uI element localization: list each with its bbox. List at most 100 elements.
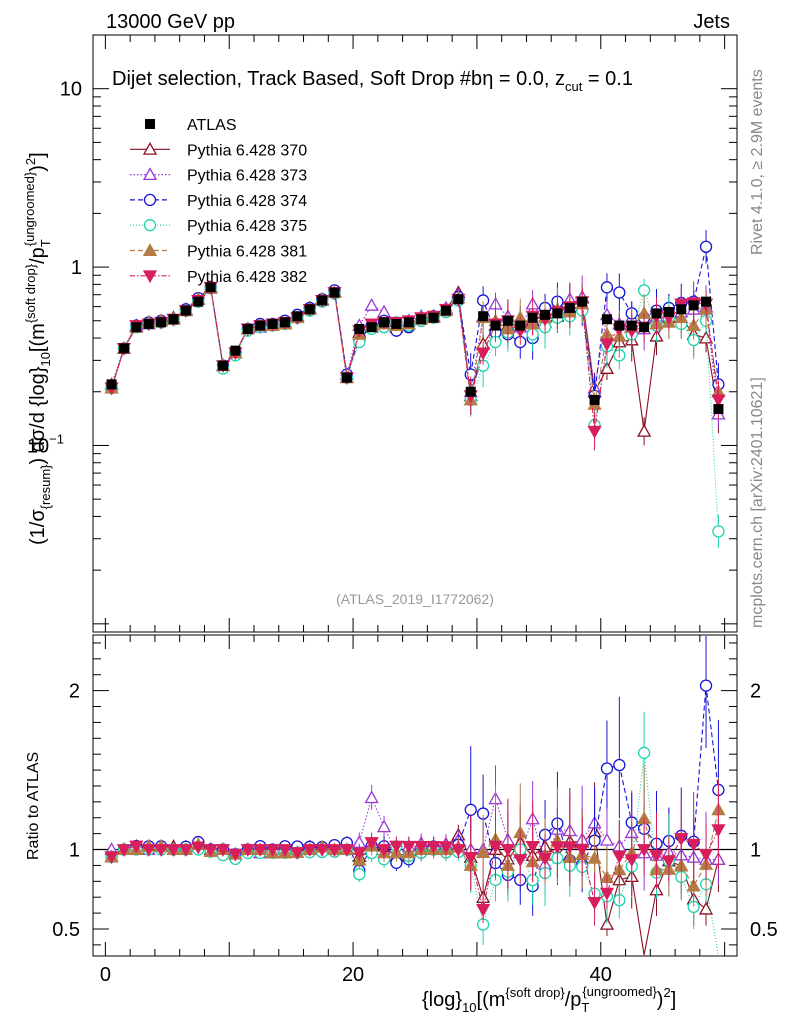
x-tick-label: 40 — [590, 964, 612, 986]
legend-marker — [142, 270, 158, 284]
ratio-point — [613, 758, 626, 772]
atlas-point — [143, 318, 154, 329]
ratio-point — [463, 852, 478, 865]
data-point — [587, 425, 602, 439]
ratio-point — [141, 844, 156, 857]
series-atlas — [106, 282, 724, 415]
atlas-point — [329, 287, 340, 298]
atlas-point — [688, 300, 699, 311]
chart-title: Dijet selection, Track Based, Soft Drop … — [112, 68, 633, 94]
ratio-point — [600, 762, 614, 775]
atlas-point — [255, 320, 266, 331]
ratio-point — [352, 847, 367, 861]
ratio-axis-label: Ratio to ATLAS — [25, 752, 42, 860]
series-layer — [104, 230, 726, 956]
atlas-point — [651, 308, 662, 319]
data-point — [637, 284, 651, 297]
data-point — [711, 394, 726, 408]
ratio-point — [699, 679, 713, 692]
x-tick-label: 0 — [100, 964, 111, 986]
legend-label: Pythia 6.428 381 — [187, 244, 307, 261]
ratio-point — [166, 844, 181, 857]
ratio-point — [401, 840, 416, 854]
ratio-point — [253, 844, 268, 857]
ratio-point — [562, 841, 577, 855]
atlas-point — [131, 322, 142, 333]
atlas-point — [242, 323, 253, 334]
atlas-point — [366, 322, 377, 333]
atlas-point — [391, 318, 402, 329]
y-tick-label: 10 — [60, 79, 82, 101]
atlas-point — [218, 360, 229, 371]
ratio-point — [228, 848, 243, 862]
legend-entry: Pythia 6.428 373 — [130, 167, 307, 185]
ratio-point — [191, 841, 206, 855]
ratio-point — [240, 844, 255, 857]
ratio-tick-label-right: 0.5 — [750, 919, 778, 941]
ratio-point — [464, 803, 477, 816]
ratio-point — [661, 855, 676, 869]
atlas-point — [304, 304, 315, 315]
atlas-point — [292, 311, 303, 322]
legend-entry: ATLAS — [145, 117, 237, 134]
legend-entry: Pythia 6.428 381 — [130, 243, 307, 261]
mcplots-label: mcplots.cern.ch [arXiv:2401.10621] — [749, 377, 766, 628]
atlas-point — [416, 314, 427, 325]
ratio-point — [587, 851, 602, 864]
atlas-point — [478, 311, 489, 322]
ratio-tick-label: 2 — [69, 681, 80, 703]
ratio-point — [624, 854, 639, 868]
ratio-point — [376, 844, 392, 857]
atlas-point — [663, 306, 674, 317]
ratio-point — [116, 844, 132, 857]
atlas-point — [552, 308, 563, 319]
atlas-point — [168, 314, 179, 325]
ratio-point — [203, 844, 218, 857]
ratio-point — [178, 844, 193, 857]
ratio-point — [426, 841, 441, 854]
ratio-point — [525, 841, 540, 854]
atlas-point — [118, 343, 129, 354]
atlas-point — [527, 312, 538, 323]
atlas-point — [515, 320, 526, 331]
ratio-point — [599, 887, 615, 901]
ratio-point — [649, 849, 664, 863]
ratio-point — [476, 904, 491, 917]
ratio-point — [364, 837, 379, 850]
ratio-series-line — [111, 829, 719, 910]
x-tick-label: 20 — [342, 964, 364, 986]
ratio-point — [674, 833, 689, 846]
atlas-point — [465, 386, 476, 397]
data-point — [712, 525, 725, 538]
ratio-point — [488, 840, 503, 854]
ratio-point — [364, 790, 379, 804]
atlas-point — [279, 317, 290, 328]
ratio-point — [513, 854, 528, 868]
legend-marker — [142, 167, 158, 181]
ratio-point — [637, 844, 652, 857]
ratio-point — [414, 840, 429, 854]
atlas-point — [540, 309, 551, 320]
ratio-point — [438, 841, 454, 855]
ratio-point — [698, 849, 714, 862]
atlas-point — [341, 372, 352, 383]
ratio-point — [599, 916, 615, 930]
ratio-point — [599, 832, 615, 846]
ratio-point — [215, 844, 231, 857]
ratio-tick-label-right: 1 — [750, 840, 761, 862]
y-axis-label: (1/σ{resum}) dσ/d {log}10[(m{soft drop}/… — [22, 152, 53, 545]
atlas-point — [676, 304, 687, 315]
legend-marker — [143, 219, 157, 232]
atlas-point — [180, 305, 191, 316]
ratio-point — [476, 845, 491, 858]
main-frame — [92, 34, 738, 633]
atlas-point — [626, 320, 637, 331]
atlas-point — [490, 320, 501, 331]
analysis-watermark: (ATLAS_2019_I1772062) — [336, 591, 494, 607]
ratio-point — [265, 844, 280, 857]
ratio-point — [575, 844, 590, 857]
atlas-point — [379, 317, 390, 328]
atlas-point — [589, 394, 600, 405]
legend-marker — [143, 193, 157, 207]
data-point — [599, 338, 615, 352]
